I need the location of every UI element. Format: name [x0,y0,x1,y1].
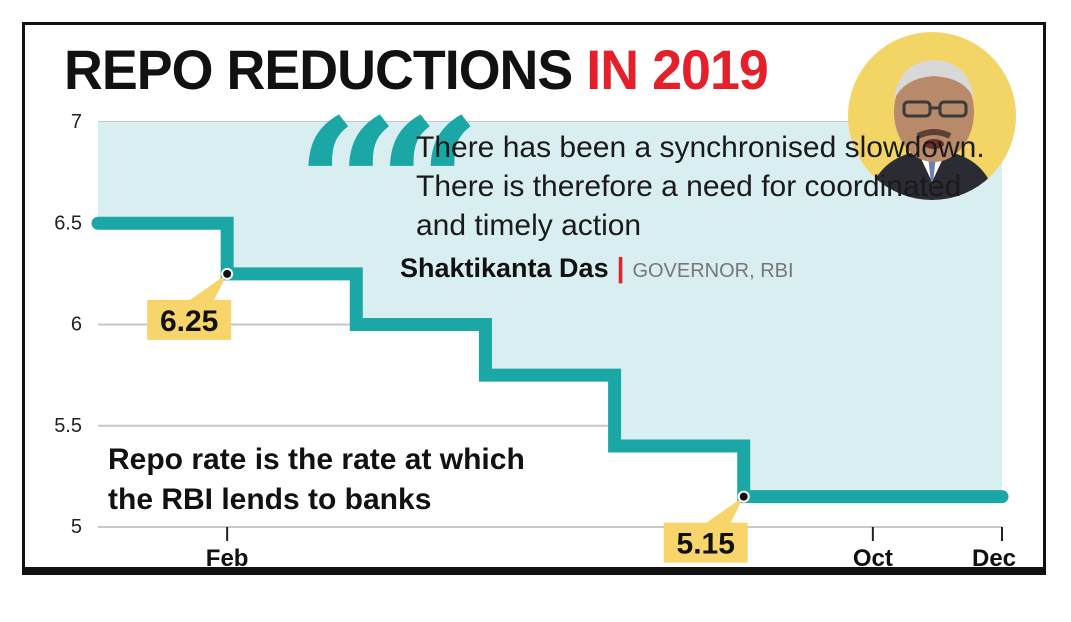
quote-mark-icon: ““ [296,80,481,291]
area-fill [98,122,1002,497]
annotation-pointer [703,496,744,525]
speaker-name: Shaktikanta Das [400,253,609,283]
title-main: REPO REDUCTIONS [64,38,573,101]
attribution-divider: | [616,252,625,283]
y-axis: 7 6.5 6 5.5 5 [54,111,82,538]
quote-attribution: Shaktikanta Das | GOVERNOR, RBI [400,252,794,284]
annotation-pointer [187,273,228,302]
annotation-box [147,299,232,340]
bottom-rule [22,570,1046,575]
annotation-dot [737,490,750,503]
repo-rate-line [91,216,1009,504]
x-tick-label: Feb [206,545,249,572]
x-axis: Feb Oct Dec [206,527,1016,572]
annotation-label: 6.25 [160,305,218,338]
y-tick-label: 7 [71,111,82,133]
x-tick-label: Oct [853,545,893,572]
speaker-role: GOVERNOR, RBI [632,260,794,282]
y-tick-label: 5 [71,516,82,538]
annotation-dot [221,267,234,280]
annotation-label: 5.15 [677,528,735,561]
quote-text: There has been a synchronised slowdown. … [416,131,985,242]
x-tick-label: Dec [972,545,1016,572]
repo-definition-note: Repo rate is the rate at which the RBI l… [108,443,525,516]
y-tick-label: 5.5 [54,415,82,437]
portrait-illustration [868,60,996,200]
annotations: 6.25 5.15 [147,267,750,563]
title-year: IN 2019 [586,38,769,101]
governor-portrait [848,32,1016,200]
annotation-box [663,522,748,563]
y-tick-label: 6 [71,314,82,336]
chart-title: REPO REDUCTIONS IN 2019 [64,42,769,98]
y-tick-label: 6.5 [54,212,82,234]
